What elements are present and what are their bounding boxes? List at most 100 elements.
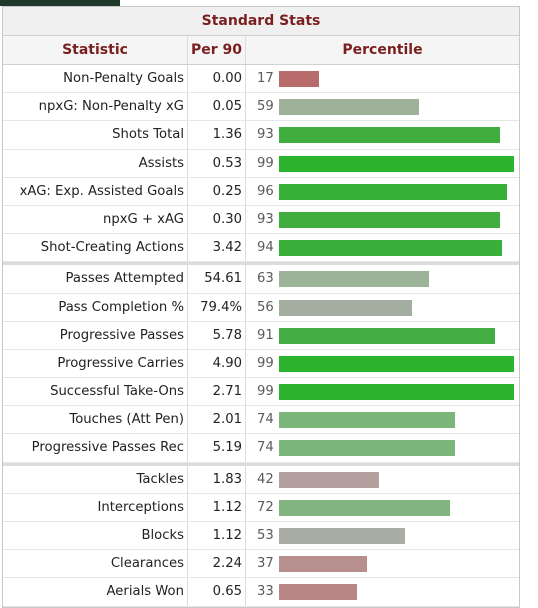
percentile-cell: 59 (246, 93, 519, 120)
table-row: npxG: Non-Penalty xG 0.05 59 (3, 93, 519, 122)
table-row: npxG + xAG 0.30 93 (3, 205, 519, 235)
table-row: Pass Completion % 79.4% 56 (3, 293, 519, 322)
percentile-value: 99 (257, 155, 274, 171)
per90-value: 0.25 (188, 177, 246, 205)
percentile-bar (279, 355, 514, 372)
percentile-cell: 74 (246, 434, 519, 461)
percentile-cell: 96 (246, 178, 519, 205)
table-row: Tackles 1.83 42 (3, 465, 519, 494)
percentile-bar (279, 240, 502, 257)
percentile-value: 42 (257, 471, 274, 487)
per90-value: 1.12 (188, 522, 246, 550)
stat-label: npxG: Non-Penalty xG (3, 93, 188, 121)
table-row: Progressive Carries 4.90 99 (3, 349, 519, 379)
percentile-cell: 93 (246, 121, 519, 148)
per90-value: 79.4% (188, 293, 246, 321)
percentile-bar (279, 183, 507, 200)
percentile-value: 74 (257, 440, 274, 456)
percentile-value: 94 (257, 240, 274, 256)
stat-label: xAG: Exp. Assisted Goals (3, 177, 188, 205)
percentile-value: 72 (257, 499, 274, 515)
percentile-value: 99 (257, 384, 274, 400)
stat-label: Progressive Carries (3, 349, 188, 378)
per90-value: 0.05 (188, 93, 246, 121)
per90-value: 4.90 (188, 349, 246, 378)
stat-label: Non-Penalty Goals (3, 65, 188, 93)
per90-value: 0.65 (188, 578, 246, 606)
per90-value: 3.42 (188, 234, 246, 262)
table-row: xAG: Exp. Assisted Goals 0.25 96 (3, 177, 519, 206)
table-row: Assists 0.53 99 (3, 149, 519, 178)
group-separator (3, 462, 519, 466)
stat-label: Touches (Att Pen) (3, 406, 188, 434)
percentile-value: 91 (257, 327, 274, 343)
header-percentile[interactable]: Percentile (342, 42, 423, 58)
percentile-cell: 74 (246, 406, 519, 433)
percentile-cell: 56 (246, 294, 519, 321)
percentile-value: 33 (257, 584, 274, 600)
stat-label: Successful Take-Ons (3, 378, 188, 406)
table-row: Non-Penalty Goals 0.00 17 (3, 65, 519, 94)
table-row: Aerials Won 0.65 33 (3, 578, 519, 607)
per90-value: 54.61 (188, 265, 246, 293)
percentile-value: 74 (257, 412, 274, 428)
percentile-bar (279, 127, 500, 144)
per90-value: 1.12 (188, 493, 246, 521)
table-row: Shot-Creating Actions 3.42 94 (3, 234, 519, 263)
percentile-cell: 99 (246, 350, 519, 377)
table-header-row: Statistic Per 90 Percentile (3, 36, 519, 65)
header-per90[interactable]: Per 90 (188, 36, 246, 64)
table-row: Progressive Passes Rec 5.19 74 (3, 434, 519, 463)
percentile-value: 99 (257, 355, 274, 371)
per90-value: 1.83 (188, 465, 246, 493)
percentile-value: 93 (257, 211, 274, 227)
percentile-bar (279, 299, 412, 316)
percentile-bar (279, 155, 514, 172)
table-row: Progressive Passes 5.78 91 (3, 321, 519, 350)
percentile-value: 59 (257, 99, 274, 115)
per90-value: 2.01 (188, 406, 246, 434)
percentile-bar (279, 211, 500, 228)
table-row: Interceptions 1.12 72 (3, 493, 519, 522)
percentile-bar (279, 499, 450, 516)
percentile-bar (279, 528, 405, 544)
percentile-bar (279, 584, 357, 601)
table-row: Passes Attempted 54.61 63 (3, 265, 519, 294)
percentile-cell: 37 (246, 550, 519, 577)
stat-label: Pass Completion % (3, 293, 188, 321)
per90-value: 5.19 (188, 434, 246, 462)
stat-label: Blocks (3, 522, 188, 550)
percentile-value: 37 (257, 556, 274, 572)
active-tab-indicator[interactable] (0, 0, 120, 6)
stats-table: Standard Stats Statistic Per 90 Percenti… (2, 6, 520, 608)
percentile-value: 56 (257, 299, 274, 315)
percentile-bar (279, 99, 419, 116)
percentile-bar (279, 440, 455, 457)
table-row: Clearances 2.24 37 (3, 550, 519, 579)
table-row: Shots Total 1.36 93 (3, 121, 519, 150)
group-separator (3, 262, 519, 266)
table-row: Successful Take-Ons 2.71 99 (3, 378, 519, 407)
table-caption: Standard Stats (3, 7, 519, 36)
percentile-bar (279, 556, 367, 573)
table-row: Blocks 1.12 53 (3, 522, 519, 551)
percentile-value: 63 (257, 271, 274, 287)
percentile-cell: 91 (246, 322, 519, 349)
percentile-cell: 93 (246, 206, 519, 233)
header-statistic[interactable]: Statistic (3, 36, 188, 64)
stat-label: Shot-Creating Actions (3, 234, 188, 262)
percentile-cell: 99 (246, 378, 519, 405)
percentile-bar (279, 471, 379, 488)
percentile-bar (279, 384, 514, 401)
percentile-cell: 53 (246, 522, 519, 549)
stat-label: npxG + xAG (3, 205, 188, 234)
stat-label: Passes Attempted (3, 265, 188, 293)
percentile-bar (279, 271, 429, 288)
percentile-value: 93 (257, 127, 274, 143)
percentile-cell: 94 (246, 234, 519, 261)
percentile-cell: 72 (246, 494, 519, 521)
percentile-cell: 99 (246, 150, 519, 177)
table-body: Non-Penalty Goals 0.00 17 npxG: Non-Penalty… (3, 65, 519, 607)
percentile-value: 53 (257, 528, 274, 543)
stat-label: Progressive Passes Rec (3, 434, 188, 462)
